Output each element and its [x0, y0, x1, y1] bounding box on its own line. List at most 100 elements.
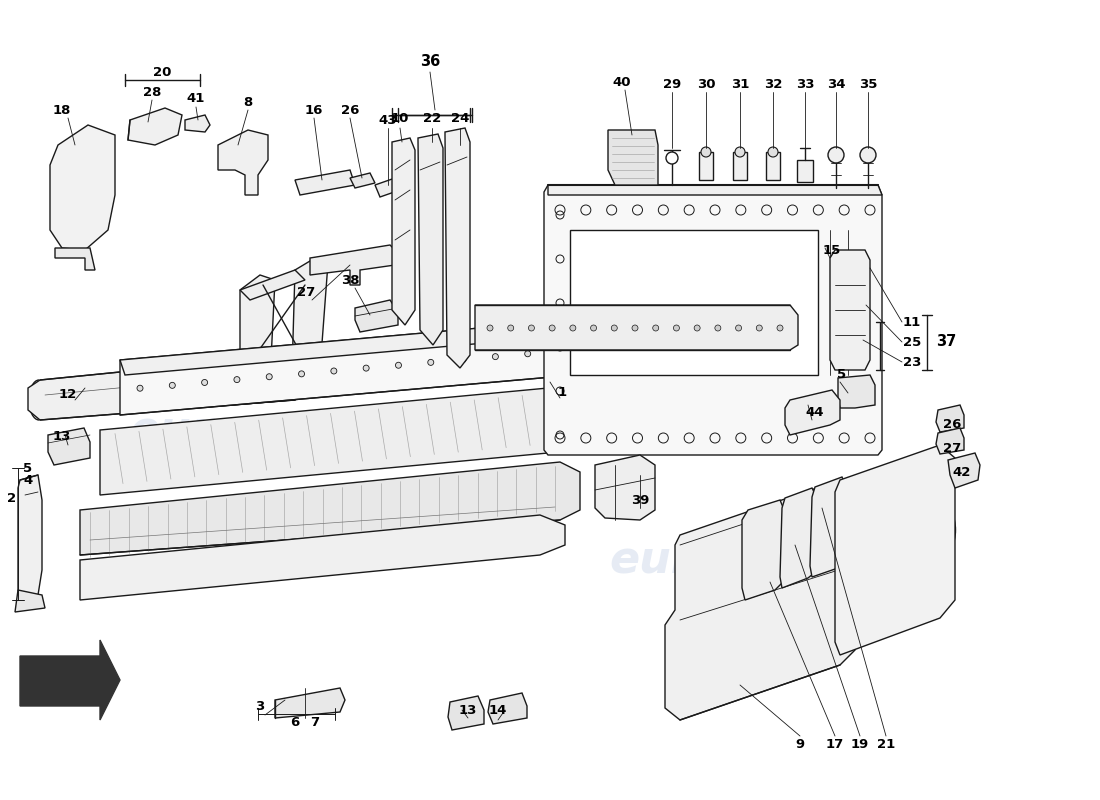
Text: 21: 21 [877, 738, 895, 751]
Circle shape [428, 359, 433, 366]
Text: 17: 17 [826, 738, 844, 751]
Polygon shape [780, 488, 818, 588]
Text: 30: 30 [696, 78, 715, 90]
Polygon shape [595, 455, 654, 520]
Text: 18: 18 [53, 103, 72, 117]
Polygon shape [28, 355, 310, 420]
Circle shape [487, 325, 493, 331]
Text: 24: 24 [451, 111, 470, 125]
Text: 6: 6 [290, 715, 299, 729]
Polygon shape [548, 185, 882, 195]
Circle shape [528, 325, 535, 331]
Circle shape [612, 325, 617, 331]
Polygon shape [100, 385, 605, 495]
Text: 39: 39 [630, 494, 649, 506]
Polygon shape [295, 170, 355, 195]
Polygon shape [488, 693, 527, 724]
Text: 27: 27 [297, 286, 315, 298]
Circle shape [735, 147, 745, 157]
Text: 15: 15 [823, 243, 842, 257]
Circle shape [396, 362, 402, 368]
Polygon shape [830, 250, 870, 370]
Text: 19: 19 [851, 738, 869, 751]
Text: 13: 13 [53, 430, 72, 443]
Circle shape [768, 147, 778, 157]
Circle shape [694, 325, 700, 331]
Polygon shape [80, 515, 565, 600]
Text: 32: 32 [763, 78, 782, 90]
Text: eurospares: eurospares [130, 409, 410, 451]
Bar [733, 152, 747, 180]
Polygon shape [948, 453, 980, 488]
Text: 20: 20 [153, 66, 172, 78]
Polygon shape [936, 405, 964, 432]
Text: 43: 43 [378, 114, 397, 126]
Polygon shape [15, 590, 45, 612]
Text: 34: 34 [827, 78, 845, 90]
Text: 26: 26 [341, 103, 360, 117]
Circle shape [234, 377, 240, 382]
Text: 9: 9 [795, 738, 804, 751]
Bar [766, 152, 780, 180]
Polygon shape [20, 640, 120, 720]
Text: 22: 22 [422, 111, 441, 125]
Polygon shape [798, 160, 813, 182]
Bar [556, 325, 573, 350]
Circle shape [570, 325, 576, 331]
Polygon shape [448, 696, 484, 730]
Polygon shape [120, 320, 595, 415]
Text: eurospares: eurospares [609, 538, 891, 582]
Text: 31: 31 [730, 78, 749, 90]
Circle shape [652, 325, 659, 331]
Polygon shape [742, 500, 785, 600]
Text: 7: 7 [310, 715, 320, 729]
Polygon shape [666, 480, 870, 720]
Bar [570, 230, 818, 375]
Polygon shape [608, 130, 658, 185]
Polygon shape [785, 390, 840, 435]
Polygon shape [275, 688, 345, 718]
Polygon shape [240, 275, 275, 385]
Text: 29: 29 [663, 78, 681, 90]
Text: 2: 2 [8, 491, 16, 505]
Text: 3: 3 [255, 699, 265, 713]
Polygon shape [185, 115, 210, 132]
Polygon shape [475, 305, 798, 350]
Text: 11: 11 [903, 315, 921, 329]
Polygon shape [128, 108, 182, 145]
Text: 10: 10 [390, 111, 409, 125]
Polygon shape [350, 173, 375, 188]
Circle shape [666, 152, 678, 164]
Polygon shape [230, 355, 340, 385]
Text: 33: 33 [795, 78, 814, 90]
Circle shape [138, 386, 143, 391]
Circle shape [493, 354, 498, 360]
Text: 5: 5 [837, 369, 847, 382]
Bar [698, 152, 713, 180]
Text: 5: 5 [23, 462, 33, 474]
Polygon shape [48, 428, 90, 465]
Polygon shape [55, 248, 95, 270]
Circle shape [331, 368, 337, 374]
Circle shape [701, 147, 711, 157]
Text: 26: 26 [943, 418, 961, 431]
Polygon shape [838, 375, 875, 408]
Text: 28: 28 [143, 86, 162, 98]
Text: 23: 23 [903, 355, 921, 369]
Text: 40: 40 [613, 75, 631, 89]
Polygon shape [835, 445, 955, 655]
Polygon shape [392, 138, 415, 325]
Text: 41: 41 [187, 93, 206, 106]
Polygon shape [446, 128, 470, 368]
Polygon shape [810, 477, 848, 577]
Circle shape [632, 325, 638, 331]
Circle shape [591, 325, 596, 331]
Circle shape [757, 325, 762, 331]
Circle shape [508, 325, 514, 331]
Text: 14: 14 [488, 705, 507, 718]
Text: 35: 35 [859, 78, 877, 90]
Polygon shape [418, 134, 443, 345]
Text: 13: 13 [459, 703, 477, 717]
Circle shape [673, 325, 680, 331]
Polygon shape [80, 462, 580, 555]
